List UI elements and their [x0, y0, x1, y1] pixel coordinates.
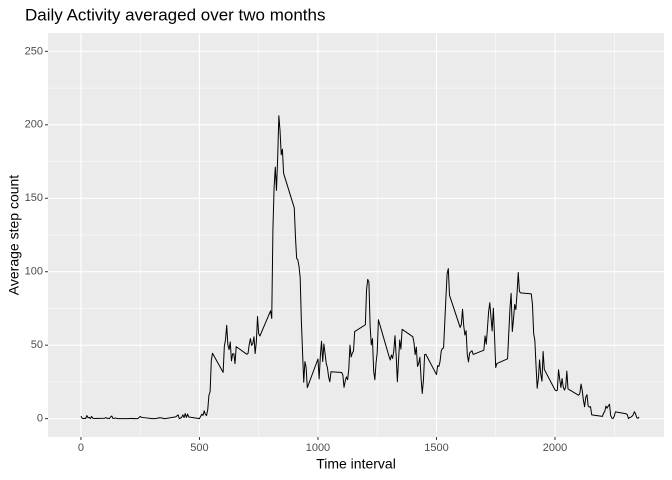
x-axis-title: Time interval	[316, 456, 396, 472]
chart-title: Daily Activity averaged over two months	[25, 5, 325, 24]
x-tick-label: 500	[190, 442, 208, 454]
line-series	[80, 115, 640, 420]
x-tick-label: 2000	[543, 442, 567, 454]
y-axis-title: Average step count	[6, 175, 22, 295]
y-tick-label: 0	[37, 413, 43, 425]
y-tick-label: 50	[31, 339, 43, 351]
x-tick-label: 1000	[306, 442, 330, 454]
y-tick-label: 100	[25, 266, 43, 278]
x-tick-label: 1500	[424, 442, 448, 454]
y-tick-label: 250	[25, 45, 43, 57]
y-tick-label: 150	[25, 192, 43, 204]
x-tick-label: 0	[78, 442, 84, 454]
y-tick-label: 200	[25, 119, 43, 131]
